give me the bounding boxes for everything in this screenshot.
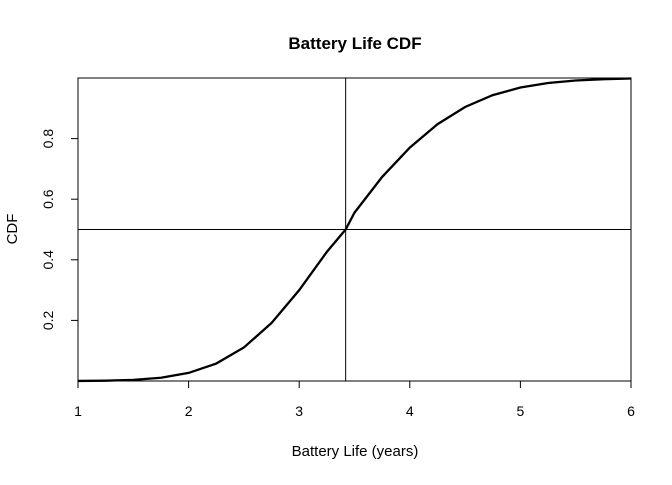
x-tick-label: 2 (185, 403, 193, 419)
y-tick-label: 0.2 (40, 310, 56, 330)
x-tick-label: 6 (627, 403, 635, 419)
x-tick-label: 4 (406, 403, 414, 419)
y-axis: 0.2 0.4 0.6 0.8 (40, 129, 78, 330)
y-tick-label: 0.4 (40, 250, 56, 270)
x-tick-label: 1 (74, 403, 82, 419)
x-tick-label: 5 (517, 403, 525, 419)
y-axis-label: CDF (4, 214, 21, 245)
y-tick-label: 0.6 (40, 189, 56, 209)
chart-title: Battery Life CDF (288, 34, 421, 53)
cdf-series-line (77, 77, 632, 383)
x-axis: 1 2 3 4 5 6 (74, 381, 635, 419)
y-tick-label: 0.8 (40, 129, 56, 149)
x-tick-label: 3 (295, 403, 303, 419)
x-axis-label: Battery Life (years) (292, 443, 419, 460)
